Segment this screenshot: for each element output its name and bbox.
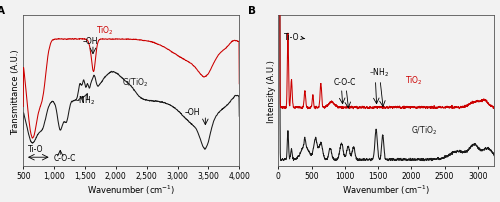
- Text: C-O-C: C-O-C: [334, 78, 356, 87]
- Y-axis label: Intensity (A.U.): Intensity (A.U.): [266, 60, 276, 123]
- Text: B: B: [248, 5, 256, 16]
- Text: C-O-C: C-O-C: [54, 153, 76, 162]
- Text: –NH$_2$: –NH$_2$: [75, 94, 95, 106]
- Text: –OH: –OH: [83, 37, 98, 46]
- Text: –NH$_2$: –NH$_2$: [370, 66, 390, 79]
- Text: TiO$_2$: TiO$_2$: [404, 74, 422, 87]
- Text: TiO$_2$: TiO$_2$: [96, 24, 114, 37]
- Text: A: A: [0, 5, 6, 16]
- Text: –OH: –OH: [185, 107, 200, 116]
- Y-axis label: Transmittance (A.U.): Transmittance (A.U.): [12, 49, 20, 134]
- X-axis label: Wavenumber (cm$^{-1}$): Wavenumber (cm$^{-1}$): [87, 183, 176, 197]
- Text: G/TiO$_2$: G/TiO$_2$: [412, 123, 438, 136]
- Text: G/TiO$_2$: G/TiO$_2$: [122, 77, 148, 89]
- X-axis label: Wavenumber (cm$^{-1}$): Wavenumber (cm$^{-1}$): [342, 183, 430, 197]
- Text: Ti-O: Ti-O: [28, 144, 44, 153]
- Text: Ti-O: Ti-O: [284, 33, 304, 41]
